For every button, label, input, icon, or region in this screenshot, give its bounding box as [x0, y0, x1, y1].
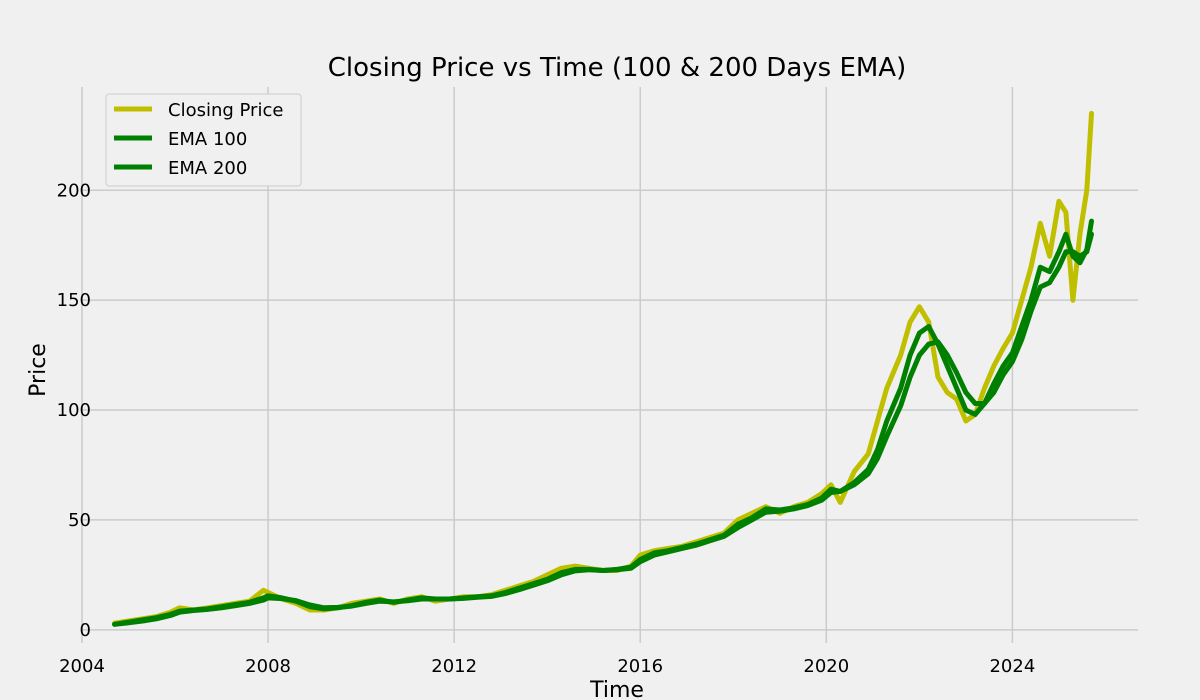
- x-tick-label-2012: 2012: [431, 656, 477, 677]
- y-tick-label-100: 100: [57, 400, 91, 421]
- ema-200-line: [112, 231, 1094, 627]
- x-tick-label-2016: 2016: [617, 656, 663, 677]
- series-lines: [112, 110, 1094, 627]
- y-tick-label-150: 150: [57, 290, 91, 311]
- x-tick-label-2004: 2004: [59, 656, 105, 677]
- y-axis-label: Price: [26, 343, 51, 397]
- legend-label-ema-100: EMA 100: [168, 129, 247, 150]
- legend-label-ema-200: EMA 200: [168, 158, 247, 179]
- y-tick-label-200: 200: [57, 180, 91, 201]
- x-axis-label: Time: [589, 678, 644, 700]
- legend-box: [105, 93, 302, 187]
- tick-labels: 2004 2008 2012 2016 2020 2024 0 50 100 150 200: [57, 180, 1036, 677]
- y-tick-label-50: 50: [68, 510, 91, 531]
- x-tick-label-2020: 2020: [803, 656, 849, 677]
- x-tick-label-2008: 2008: [245, 656, 291, 677]
- legend: Closing Price EMA 100 EMA 200: [105, 93, 302, 187]
- chart-title: Closing Price vs Time (100 & 200 Days EM…: [328, 53, 907, 83]
- x-tick-label-2024: 2024: [989, 656, 1035, 677]
- y-tick-label-0: 0: [80, 620, 91, 641]
- legend-label-closing-price: Closing Price: [168, 100, 283, 121]
- grid: [81, 87, 1138, 643]
